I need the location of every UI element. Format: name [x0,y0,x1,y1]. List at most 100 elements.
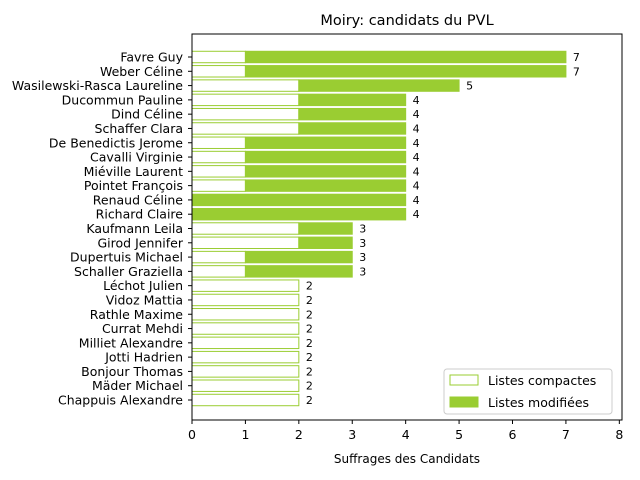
bar-modifiees [298,93,407,107]
bar-value-label: 4 [413,122,420,135]
x-tick-label: 3 [348,427,356,442]
y-tick-label: Currat Mehdi [102,321,183,336]
y-tick-label: Rathle Maxime [90,307,184,322]
bar-compactes [191,293,300,307]
chart-title: Moiry: candidats du PVL [320,13,493,29]
bar-value-label: 7 [573,51,580,64]
bar-compactes [191,222,300,235]
y-tick-label: Girod Jennifer [97,235,183,250]
bar-modifiees [244,250,353,264]
y-tick-label: Favre Guy [120,50,183,65]
y-tick-label: Weber Céline [100,64,183,79]
bar-value-label: 2 [306,394,313,407]
y-tick-label: Schaffer Clara [95,121,183,136]
bar-value-label: 4 [413,208,420,221]
bar-compactes [191,365,300,378]
bar-compactes [191,165,246,178]
legend-label-modifiees: Listes modifiées [488,395,589,410]
legend[interactable]: Listes compactes Listes modifiées [443,368,613,415]
x-tick-label: 4 [402,427,410,442]
y-tick-label: Dupertuis Michael [70,250,183,265]
bar-value-label: 4 [413,151,420,164]
x-tick-label: 7 [562,427,570,442]
y-tick-label: Vidoz Mattia [106,292,183,307]
bar-value-label: 3 [359,251,366,264]
bar-modifiees [244,136,407,149]
bar-compactes [191,65,246,78]
bar-compactes [191,150,246,164]
x-tick-label: 0 [188,427,196,442]
bar-compactes [191,265,246,278]
x-tick-label: 1 [241,427,249,442]
legend-swatch-modifiees [449,396,479,408]
bar-modifiees [191,207,407,221]
x-axis-label: Suffrages des Candidats [334,452,480,466]
bar-compactes [191,279,300,292]
y-tick-label: Milliet Alexandre [79,335,184,350]
y-tick-label: Jotti Hadrien [104,350,183,365]
bar-modifiees [191,193,407,207]
bar-compactes [191,122,300,135]
y-tick-label: Richard Claire [96,207,184,222]
y-tick-label: Wasilewski-Rasca Laureline [12,78,183,93]
legend-swatch-compactes [449,374,479,386]
bar-modifiees [298,107,407,121]
x-tick-label: 2 [295,427,303,442]
y-tick-label: Kaufmann Leila [86,221,183,236]
bar-compactes [191,79,300,92]
y-tick-label: Bonjour Thomas [81,364,183,379]
legend-box [443,368,613,415]
bar-value-label: 2 [306,365,313,378]
bar-value-label: 2 [306,308,313,321]
x-tick-label: 5 [455,427,463,442]
bar-value-label: 2 [306,323,313,336]
bar-modifiees [244,265,353,278]
bar-compactes [191,93,300,107]
bar-value-label: 3 [359,223,366,236]
bar-value-label: 2 [306,337,313,350]
bar-compactes [191,350,300,364]
bar-compactes [191,308,300,321]
bar-value-label: 2 [306,351,313,364]
y-tick-label: Ducommun Pauline [62,92,184,107]
y-tick-label: Pointet François [84,178,183,193]
bar-modifiees [244,150,407,164]
bar-value-label: 4 [413,94,420,107]
bar-compactes [191,50,246,64]
bar-modifiees [298,236,353,250]
bar-compactes [191,336,300,350]
y-tick-label: Mäder Michael [92,378,183,393]
y-tick-label: Dind Céline [111,107,183,122]
x-ticks: 0 1 2 3 4 5 6 7 8 [188,420,623,442]
bar-compactes [191,393,300,407]
y-tick-label: Chappuis Alexandre [58,393,183,408]
bar-value-label: 4 [413,180,420,193]
bar-value-label: 4 [413,108,420,121]
plot-frame [191,33,623,421]
x-tick-label: 8 [615,427,623,442]
bar-modifiees [298,122,407,135]
bar-value-label: 2 [306,280,313,293]
bar-compactes [191,179,246,192]
bar-compactes [191,250,246,264]
bar-modifiees [244,65,567,78]
bar-value-label: 5 [466,80,473,93]
y-tick-label: Schaller Graziella [74,264,183,279]
bar-value-label: 2 [306,294,313,307]
bar-value-label: 2 [306,380,313,393]
bar-value-label: 4 [413,165,420,178]
bar-modifiees [244,165,407,178]
y-tick-label: Cavalli Virginie [90,150,183,165]
bar-modifiees [298,79,460,92]
y-tick-label: De Benedictis Jerome [49,135,183,150]
y-tick-label: Miéville Laurent [84,164,183,179]
x-tick-label: 6 [509,427,517,442]
legend-label-compactes: Listes compactes [488,373,596,388]
y-tick-label: Renaud Céline [93,192,184,207]
bar-value-label: 3 [359,265,366,278]
bar-value-label: 3 [359,237,366,250]
bar-compactes [191,236,300,250]
